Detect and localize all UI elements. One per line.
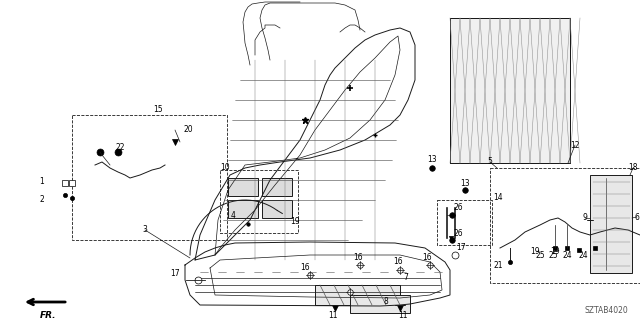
Bar xyxy=(450,18,570,163)
Text: 25: 25 xyxy=(535,251,545,260)
Text: 26: 26 xyxy=(453,228,463,237)
Text: 22: 22 xyxy=(115,142,125,151)
Bar xyxy=(220,170,298,233)
Text: 1: 1 xyxy=(40,178,44,187)
Text: 4: 4 xyxy=(230,211,236,220)
Text: 9: 9 xyxy=(582,213,588,222)
Bar xyxy=(490,168,640,283)
Text: 16: 16 xyxy=(353,253,363,262)
Bar xyxy=(72,115,227,240)
Text: 6: 6 xyxy=(635,212,639,221)
Text: 25: 25 xyxy=(548,251,558,260)
Text: 10: 10 xyxy=(220,163,230,172)
Text: 2: 2 xyxy=(40,196,44,204)
Text: 3: 3 xyxy=(143,226,147,235)
Text: FR.: FR. xyxy=(40,311,56,320)
Text: 5: 5 xyxy=(488,157,492,166)
Bar xyxy=(590,175,632,273)
Text: 12: 12 xyxy=(570,140,580,149)
Text: 14: 14 xyxy=(493,193,503,202)
Text: 19: 19 xyxy=(530,247,540,257)
Text: SZTAB4020: SZTAB4020 xyxy=(584,306,628,315)
Bar xyxy=(228,178,258,196)
Bar xyxy=(262,178,292,196)
Bar xyxy=(437,200,492,245)
Text: 18: 18 xyxy=(628,164,637,172)
Text: 16: 16 xyxy=(393,258,403,267)
Text: 21: 21 xyxy=(493,260,503,269)
Bar xyxy=(450,18,570,163)
Text: 26: 26 xyxy=(453,203,463,212)
Bar xyxy=(228,200,258,218)
Text: 8: 8 xyxy=(383,298,388,307)
Text: 24: 24 xyxy=(578,251,588,260)
Text: 13: 13 xyxy=(460,179,470,188)
Bar xyxy=(315,285,400,305)
Text: 20: 20 xyxy=(183,125,193,134)
Text: 16: 16 xyxy=(422,252,432,261)
Bar xyxy=(262,200,292,218)
Text: 7: 7 xyxy=(404,273,408,282)
Text: 19: 19 xyxy=(550,247,560,257)
Text: 17: 17 xyxy=(456,243,466,252)
Text: 19: 19 xyxy=(290,218,300,227)
Text: 11: 11 xyxy=(398,310,408,319)
Text: 16: 16 xyxy=(300,263,310,273)
Bar xyxy=(350,295,410,313)
Text: 15: 15 xyxy=(153,106,163,115)
Text: 17: 17 xyxy=(170,268,180,277)
Text: 13: 13 xyxy=(427,156,437,164)
Text: 24: 24 xyxy=(562,251,572,260)
Text: 11: 11 xyxy=(328,310,338,319)
